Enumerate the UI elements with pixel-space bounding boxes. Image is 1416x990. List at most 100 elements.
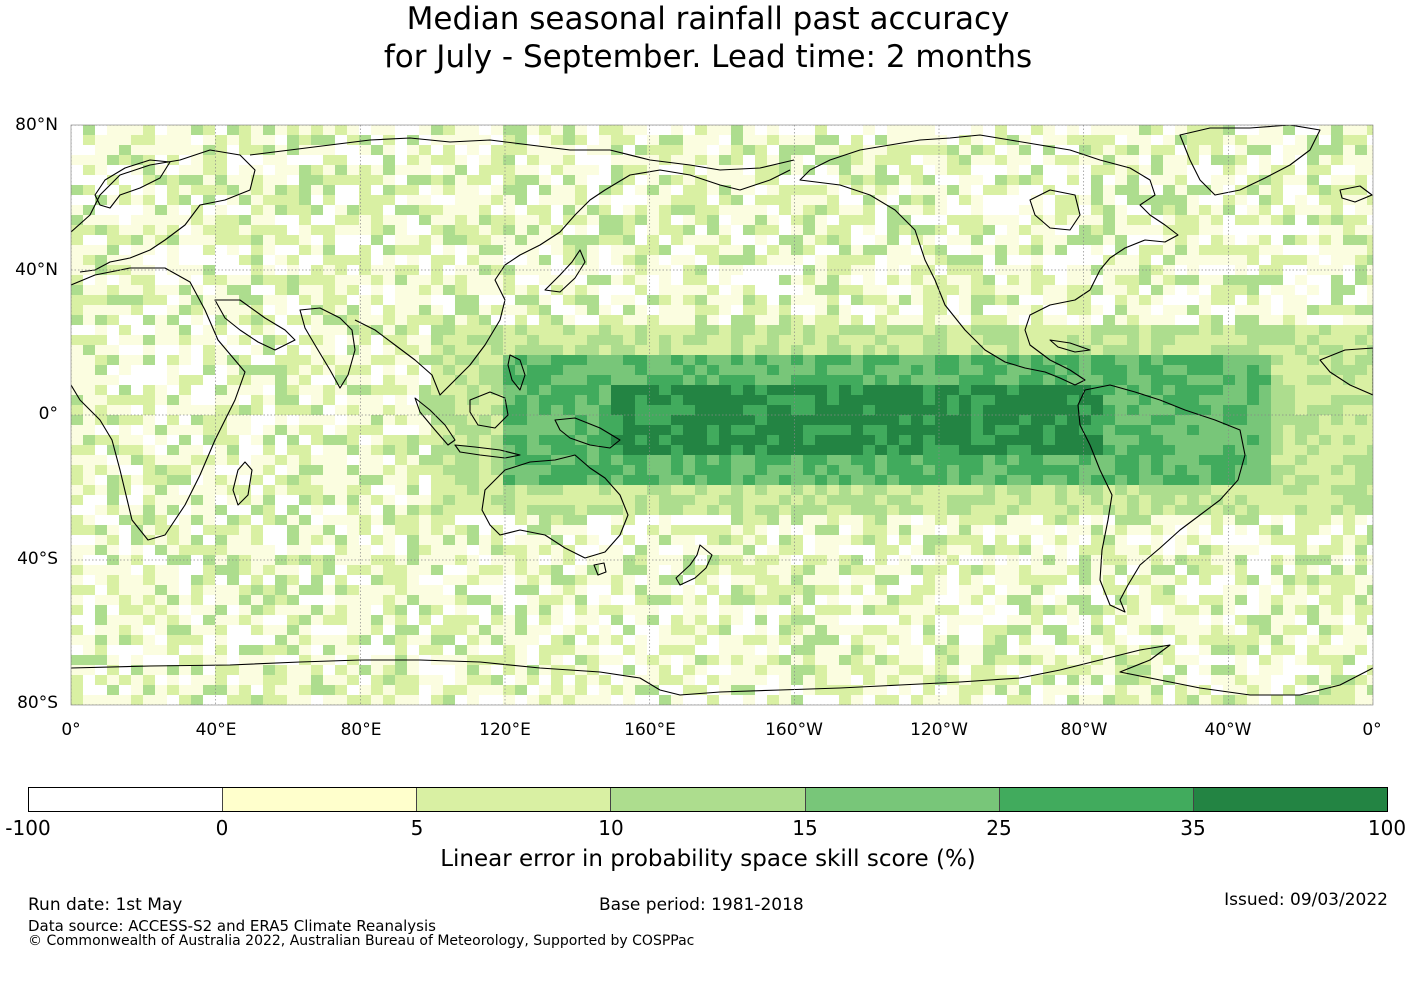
skill-cell [995, 495, 1007, 505]
skill-cell [263, 645, 275, 655]
skill-cell [311, 135, 323, 145]
skill-cell [611, 695, 623, 705]
skill-cell [659, 205, 671, 215]
skill-cell [1043, 515, 1055, 525]
skill-cell [1343, 365, 1355, 375]
skill-cell [587, 305, 599, 315]
skill-cell [1007, 445, 1019, 455]
skill-cell [419, 245, 431, 255]
skill-cell [383, 555, 395, 565]
skill-cell [299, 405, 311, 415]
skill-cell [1307, 445, 1319, 455]
skill-cell [1271, 335, 1283, 345]
skill-cell [383, 465, 395, 475]
skill-cell [311, 535, 323, 545]
skill-cell [1151, 495, 1163, 505]
skill-cell [1079, 455, 1091, 465]
skill-cell [71, 285, 83, 295]
skill-cell [815, 505, 827, 515]
skill-cell [539, 165, 551, 175]
skill-cell [635, 135, 647, 145]
skill-cell [947, 505, 959, 515]
skill-cell [203, 525, 215, 535]
skill-cell [371, 195, 383, 205]
skill-cell [1211, 495, 1223, 505]
skill-cell [539, 355, 551, 365]
skill-cell [515, 375, 527, 385]
skill-cell [527, 205, 539, 215]
skill-cell [695, 305, 707, 315]
skill-cell [1019, 195, 1031, 205]
skill-cell [803, 445, 815, 455]
skill-cell [755, 435, 767, 445]
skill-cell [803, 495, 815, 505]
skill-cell [239, 285, 251, 295]
skill-cell [215, 475, 227, 485]
skill-cell [611, 575, 623, 585]
skill-cell [719, 445, 731, 455]
skill-cell [1019, 405, 1031, 415]
skill-cell [707, 655, 719, 665]
skill-cell [887, 475, 899, 485]
skill-cell [167, 225, 179, 235]
skill-cell [623, 645, 635, 655]
skill-cell [1187, 135, 1199, 145]
skill-cell [731, 305, 743, 315]
skill-cell [191, 525, 203, 535]
skill-cell [155, 375, 167, 385]
skill-cell [647, 275, 659, 285]
skill-cell [503, 425, 515, 435]
skill-cell [851, 335, 863, 345]
skill-cell [1343, 495, 1355, 505]
skill-cell [119, 685, 131, 695]
skill-cell [947, 375, 959, 385]
skill-cell [659, 225, 671, 235]
skill-cell [539, 415, 551, 425]
skill-cell [575, 655, 587, 665]
skill-cell [1067, 155, 1079, 165]
skill-cell [1175, 475, 1187, 485]
skill-cell [1331, 125, 1343, 135]
skill-cell [539, 255, 551, 265]
skill-cell [527, 445, 539, 455]
skill-cell [443, 495, 455, 505]
skill-cell [515, 495, 527, 505]
skill-cell [935, 605, 947, 615]
skill-cell [899, 435, 911, 445]
skill-cell [1055, 585, 1067, 595]
skill-cell [443, 565, 455, 575]
skill-cell [143, 325, 155, 335]
run-date: Run date: 1st May [28, 895, 183, 915]
skill-cell [659, 235, 671, 245]
skill-cell [155, 465, 167, 475]
skill-cell [827, 525, 839, 535]
skill-cell [323, 505, 335, 515]
skill-cell [791, 615, 803, 625]
skill-cell [995, 365, 1007, 375]
skill-cell [851, 655, 863, 665]
skill-cell [671, 145, 683, 155]
skill-cell [803, 655, 815, 665]
skill-cell [143, 565, 155, 575]
skill-cell [1007, 475, 1019, 485]
skill-cell [167, 615, 179, 625]
skill-cell [407, 545, 419, 555]
skill-cell [191, 585, 203, 595]
skill-cell [407, 615, 419, 625]
skill-cell [431, 275, 443, 285]
skill-cell [815, 475, 827, 485]
skill-cell [1007, 275, 1019, 285]
skill-cell [539, 375, 551, 385]
skill-cell [1343, 215, 1355, 225]
skill-cell [143, 365, 155, 375]
skill-cell [683, 515, 695, 525]
skill-cell [539, 495, 551, 505]
skill-cell [71, 565, 83, 575]
skill-cell [755, 665, 767, 675]
skill-cell [359, 175, 371, 185]
skill-cell [551, 635, 563, 645]
skill-cell [299, 295, 311, 305]
skill-cell [803, 555, 815, 565]
skill-cell [839, 525, 851, 535]
skill-cell [887, 155, 899, 165]
